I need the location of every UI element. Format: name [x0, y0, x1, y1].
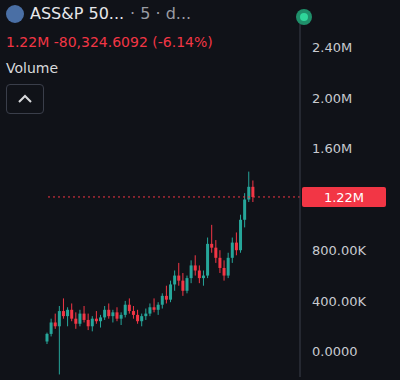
svg-text:400.00K: 400.00K: [312, 294, 366, 309]
html-text:Volume: Volume: [6, 60, 59, 76]
svg-text:1.22M: 1.22M: [324, 190, 364, 205]
svg-text:2.40M: 2.40M: [312, 40, 352, 55]
html-text:ASS&P 50... · 5 · d...: ASS&P 50... · 5 · d...: [30, 4, 192, 23]
svg-text:800.00K: 800.00K: [312, 243, 366, 258]
svg-text:0.0000: 0.0000: [312, 344, 358, 359]
svg-text:2.00M: 2.00M: [312, 91, 352, 106]
html-text:1.22M -80,324.6092 (-6.14%): 1.22M -80,324.6092 (-6.14%): [6, 34, 213, 50]
svg-text:1.60M: 1.60M: [312, 141, 352, 156]
